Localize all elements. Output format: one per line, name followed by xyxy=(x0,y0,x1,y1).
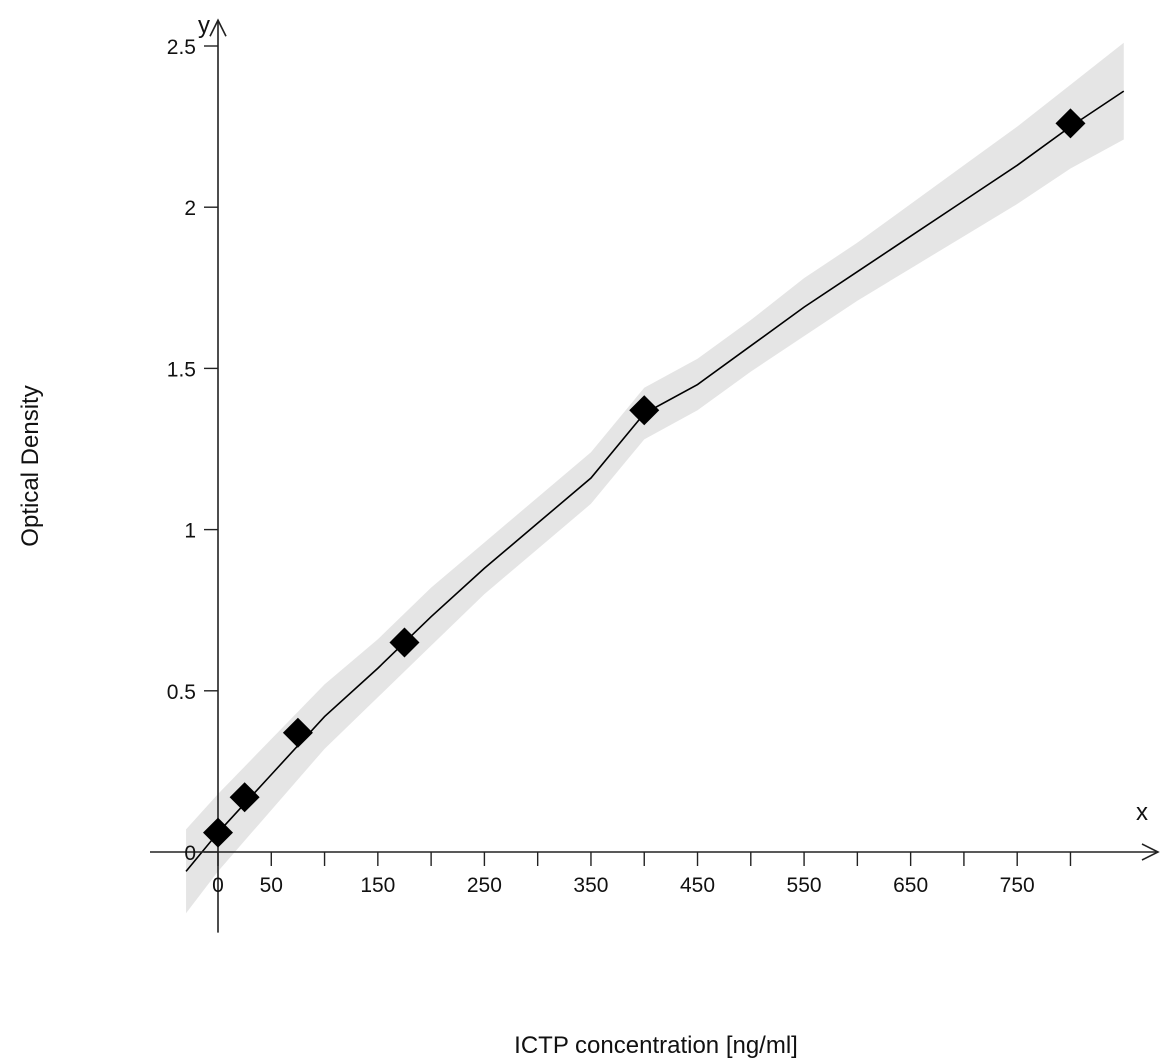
y-axis-arrowhead xyxy=(209,18,227,37)
x-axis-letter: x xyxy=(1136,799,1148,826)
confidence-band-layer xyxy=(186,42,1124,914)
ticks-layer: 0 50 150 250 350 450 550 650 750 0 0.5 1 1.5 2 2.5 xyxy=(167,36,1072,897)
y-axis-title: Optical Density xyxy=(17,385,44,546)
data-point-2 xyxy=(282,717,313,748)
y-axis-letter: y xyxy=(198,12,210,39)
confidence-band xyxy=(186,42,1124,914)
data-point-3 xyxy=(389,627,420,658)
x-tick-label-3: 250 xyxy=(467,874,502,897)
data-points-layer xyxy=(203,108,1086,848)
y-tick-label-5: 2.5 xyxy=(167,36,196,59)
x-tick-label-4: 350 xyxy=(573,874,608,897)
x-axis-title: ICTP concentration [ng/ml] xyxy=(514,1032,798,1059)
x-tick-label-5: 450 xyxy=(680,874,715,897)
y-tick-label-3: 1.5 xyxy=(167,358,196,381)
x-tick-label-2: 150 xyxy=(360,874,395,897)
y-tick-label-2: 1 xyxy=(184,520,196,543)
y-tick-label-0: 0 xyxy=(184,842,196,865)
x-axis-arrowhead xyxy=(1141,843,1160,861)
y-tick-label-4: 2 xyxy=(184,197,196,220)
x-tick-label-7: 650 xyxy=(893,874,928,897)
x-tick-label-6: 550 xyxy=(787,874,822,897)
x-tick-label-8: 750 xyxy=(1000,874,1035,897)
x-tick-label-0: 0 xyxy=(212,874,224,897)
axes-layer xyxy=(150,18,1160,933)
x-tick-label-1: 50 xyxy=(260,874,283,897)
y-tick-label-1: 0.5 xyxy=(167,681,196,704)
data-point-0 xyxy=(203,817,233,848)
data-point-1 xyxy=(229,782,260,813)
data-point-4 xyxy=(629,395,660,426)
data-point-5 xyxy=(1055,108,1086,139)
